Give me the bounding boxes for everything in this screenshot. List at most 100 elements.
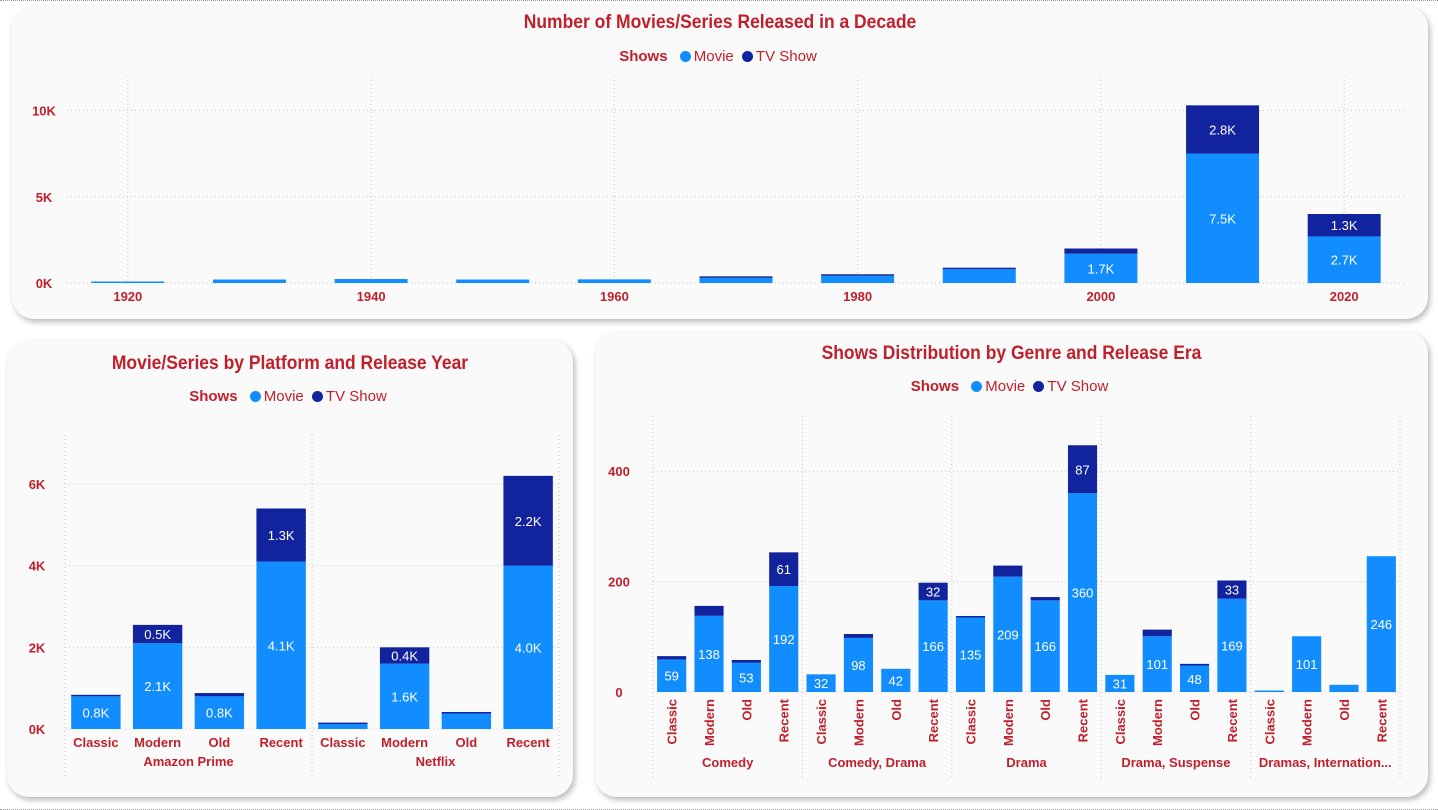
- bar-tv-show[interactable]: [441, 711, 492, 714]
- group-label: Netflix: [416, 754, 457, 769]
- bar-movie[interactable]: [1186, 153, 1260, 283]
- genre-chart-legend[interactable]: Shows Movie TV Show: [595, 378, 1428, 395]
- bar-movie[interactable]: [1030, 600, 1060, 692]
- bar-tv-show[interactable]: [843, 634, 873, 638]
- bar-movie[interactable]: [843, 637, 873, 692]
- bar-tv-show[interactable]: [942, 267, 1016, 270]
- bar-movie[interactable]: [1064, 253, 1138, 283]
- bar-movie[interactable]: [1329, 684, 1359, 692]
- bar-movie[interactable]: [194, 696, 245, 729]
- x-tick-label: 2020: [1330, 289, 1359, 304]
- x-tick-label: Old: [889, 699, 904, 721]
- bar-movie[interactable]: [918, 600, 948, 692]
- x-tick-label: Recent: [1076, 698, 1091, 742]
- bar-tv-show[interactable]: [256, 508, 306, 562]
- bar-movie[interactable]: [731, 662, 761, 692]
- bar-tv-show[interactable]: [318, 722, 368, 725]
- bar-movie[interactable]: [699, 277, 773, 283]
- bar-tv-show[interactable]: [699, 276, 773, 278]
- bar-movie[interactable]: [955, 617, 986, 692]
- bar-tv-show[interactable]: [503, 475, 553, 566]
- legend-tv-label[interactable]: TV Show: [325, 388, 387, 405]
- bar-movie[interactable]: [503, 565, 553, 729]
- legend-movie-label[interactable]: Movie: [693, 48, 734, 65]
- y-tick-label: 4K: [29, 559, 46, 574]
- genre-chart[interactable]: 0 200 400 59 Classic 138 Modern 53 Old 192 61 Recen…: [595, 331, 1428, 797]
- bar-movie[interactable]: [456, 279, 530, 283]
- decade-chart-title: Number of Movies/Series Released in a De…: [523, 12, 917, 33]
- bar-tv-show[interactable]: [821, 274, 895, 276]
- decade-chart[interactable]: 0K 5K 10K 1920 1940 1960 1980 1.7K 2000 7.5K 2.8K 2…: [12, 6, 1428, 319]
- bar-movie[interactable]: [1217, 598, 1247, 692]
- bar-tv-show[interactable]: [194, 693, 245, 697]
- bar-movie[interactable]: [769, 586, 799, 692]
- x-tick-label: Modern: [1150, 699, 1165, 746]
- bar-movie[interactable]: [212, 279, 286, 283]
- bar-tv-show[interactable]: [694, 605, 724, 616]
- bar-movie[interactable]: [881, 668, 911, 692]
- legend-movie-marker: [249, 391, 261, 402]
- bar-movie[interactable]: [657, 659, 687, 692]
- bar-movie[interactable]: [1292, 636, 1322, 692]
- bar-movie[interactable]: [132, 643, 183, 729]
- y-tick-label: 6K: [29, 477, 46, 492]
- bar-movie[interactable]: [334, 279, 408, 283]
- platform-chart[interactable]: 0K 2K 4K 6K 0.8K Classic 2.1K 0.5K Modern 0.8K Old…: [7, 340, 573, 797]
- bar-movie[interactable]: [1254, 690, 1284, 693]
- bar-tv-show[interactable]: [71, 694, 121, 697]
- bar-tv-show[interactable]: [657, 656, 687, 660]
- data-label: 87: [1075, 462, 1089, 477]
- bar-tv-show[interactable]: [769, 552, 799, 587]
- bar-movie[interactable]: [1067, 493, 1098, 692]
- bar-movie[interactable]: [694, 615, 724, 692]
- bar-tv-show[interactable]: [379, 647, 430, 664]
- bar-movie[interactable]: [1307, 236, 1381, 283]
- bar-tv-show[interactable]: [1307, 214, 1381, 237]
- bar-tv-show[interactable]: [955, 615, 986, 618]
- bar-movie[interactable]: [379, 663, 430, 729]
- legend-tv-label[interactable]: TV Show: [1047, 378, 1109, 395]
- bar-tv-show[interactable]: [918, 582, 948, 601]
- x-tick-label: 1980: [843, 289, 872, 304]
- data-label: 169: [1221, 638, 1243, 653]
- bar-tv-show[interactable]: [731, 659, 761, 663]
- bar-movie[interactable]: [821, 275, 895, 283]
- bar-movie[interactable]: [1142, 636, 1172, 692]
- platform-chart-legend[interactable]: Shows Movie TV Show: [7, 388, 573, 405]
- bar-movie[interactable]: [993, 576, 1023, 692]
- bar-tv-show[interactable]: [1067, 445, 1098, 494]
- bar-tv-show[interactable]: [993, 565, 1023, 577]
- x-tick-label: Classic: [665, 699, 680, 745]
- bar-tv-show[interactable]: [1030, 597, 1060, 601]
- bar-movie[interactable]: [1180, 665, 1210, 692]
- bar-movie[interactable]: [318, 724, 368, 729]
- bar-movie[interactable]: [71, 696, 121, 729]
- x-tick-label: Classic: [1262, 699, 1277, 745]
- y-tick-label: 0K: [36, 276, 53, 291]
- bar-movie[interactable]: [1105, 674, 1135, 692]
- bar-tv-show[interactable]: [1064, 248, 1138, 254]
- bar-movie[interactable]: [256, 561, 306, 729]
- bar-movie[interactable]: [942, 269, 1016, 283]
- data-label: 32: [926, 585, 940, 600]
- decade-chart-legend[interactable]: Shows Movie TV Show: [12, 48, 1428, 65]
- bar-tv-show[interactable]: [1186, 105, 1260, 154]
- legend-tv-label[interactable]: TV Show: [755, 48, 817, 65]
- y-tick-label: 0: [615, 685, 622, 700]
- x-tick-label: 1920: [113, 289, 142, 304]
- legend-movie-label[interactable]: Movie: [263, 388, 304, 405]
- bar-movie[interactable]: [441, 713, 492, 729]
- data-label: 0.5K: [144, 627, 171, 642]
- bar-movie[interactable]: [806, 674, 836, 692]
- bar-tv-show[interactable]: [1142, 629, 1172, 637]
- bar-tv-show[interactable]: [1217, 580, 1247, 599]
- bar-movie[interactable]: [577, 279, 651, 283]
- x-tick-label: 2000: [1086, 289, 1115, 304]
- bar-tv-show[interactable]: [1180, 663, 1210, 666]
- bar-movie[interactable]: [1366, 556, 1396, 692]
- legend-tv-marker: [1033, 381, 1045, 392]
- bar-tv-show[interactable]: [132, 624, 183, 644]
- legend-movie-label[interactable]: Movie: [985, 378, 1026, 395]
- bar-movie[interactable]: [91, 281, 165, 284]
- data-label: 0.4K: [391, 649, 418, 664]
